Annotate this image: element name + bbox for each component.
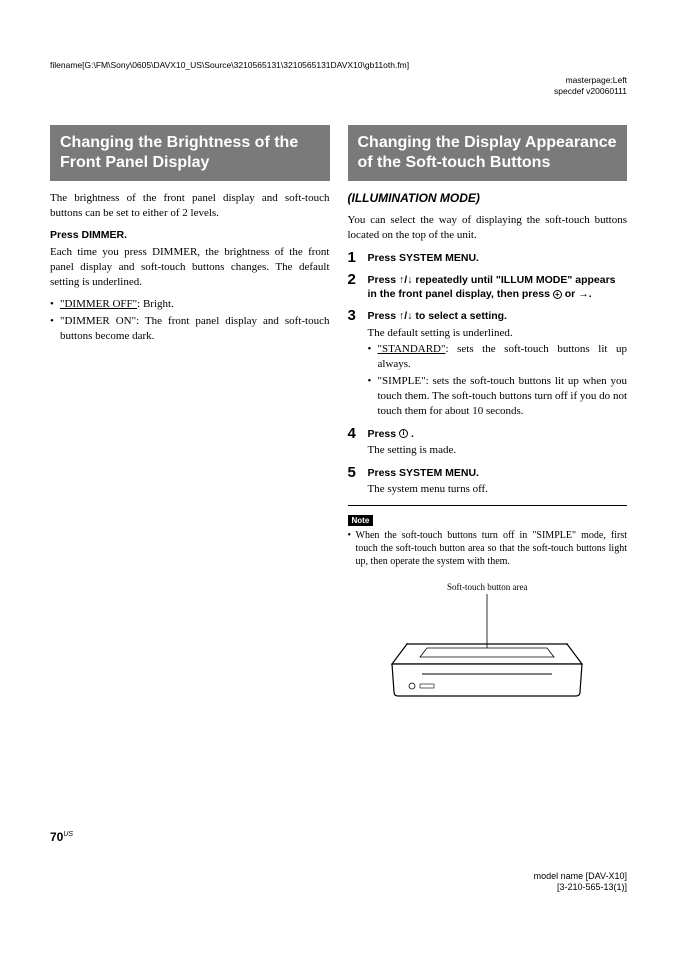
step-num-1: 1 xyxy=(348,249,356,266)
left-intro: The brightness of the front panel displa… xyxy=(50,191,330,221)
header-right: masterpage:Left specdef v20060111 xyxy=(50,75,627,97)
right-title-banner: Changing the Display Appearance of the S… xyxy=(348,125,628,181)
up-down-icon: ↑/↓ xyxy=(399,274,412,286)
step-3-head: Press ↑/↓ to select a setting. xyxy=(368,309,628,323)
file-path: filename[G:\FM\Sony\0605\DAVX10_US\Sourc… xyxy=(50,60,627,71)
dimmer-off-desc: : Bright. xyxy=(137,298,174,310)
manual-page: filename[G:\FM\Sony\0605\DAVX10_US\Sourc… xyxy=(0,0,677,954)
step-4: 4 Press . The setting is made. xyxy=(348,427,628,458)
masterpage: masterpage:Left xyxy=(50,75,627,86)
footer-info: model name [DAV-X10] [3-210-565-13(1)] xyxy=(534,871,627,894)
page-number: 70US xyxy=(50,830,73,844)
note-list: When the soft-touch buttons turn off in … xyxy=(348,529,628,568)
step-5-body: The system menu turns off. xyxy=(368,482,628,497)
step-list: 1 Press SYSTEM MENU. 2 Press ↑/↓ repeate… xyxy=(348,251,628,497)
standard-label: "STANDARD" xyxy=(378,343,446,355)
dimmer-options: "DIMMER OFF": Bright. "DIMMER ON": The f… xyxy=(50,297,330,344)
content-columns: Changing the Brightness of the Front Pan… xyxy=(50,125,627,708)
step-5-head: Press SYSTEM MENU. xyxy=(368,466,628,480)
device-illustration xyxy=(382,594,592,704)
step-2-head: Press ↑/↓ repeatedly until "ILLUM MODE" … xyxy=(368,273,628,301)
illustration-caption: Soft-touch button area xyxy=(348,582,628,592)
note-label: Note xyxy=(348,515,374,526)
part-number: [3-210-565-13(1)] xyxy=(534,882,627,894)
left-column: Changing the Brightness of the Front Pan… xyxy=(50,125,330,708)
step-num-5: 5 xyxy=(348,464,356,481)
step-num-4: 4 xyxy=(348,425,356,442)
step-2: 2 Press ↑/↓ repeatedly until "ILLUM MODE… xyxy=(348,273,628,301)
specdef: specdef v20060111 xyxy=(50,86,627,97)
dimmer-off-label: "DIMMER OFF" xyxy=(60,298,137,310)
model-name: model name [DAV-X10] xyxy=(534,871,627,883)
step-1-head: Press SYSTEM MENU. xyxy=(368,251,628,265)
step-3-body: The default setting is underlined. xyxy=(368,326,628,341)
info-icon xyxy=(399,429,408,438)
note-item: When the soft-touch buttons turn off in … xyxy=(348,529,628,568)
step-num-3: 3 xyxy=(348,307,356,324)
simple-option: "SIMPLE": sets the soft-touch buttons li… xyxy=(368,374,628,419)
dimmer-off-item: "DIMMER OFF": Bright. xyxy=(50,297,330,312)
press-dimmer-body: Each time you press DIMMER, the brightne… xyxy=(50,245,330,290)
step-1: 1 Press SYSTEM MENU. xyxy=(348,251,628,265)
dimmer-on-item: "DIMMER ON": The front panel display and… xyxy=(50,314,330,344)
note-box: Note When the soft-touch buttons turn of… xyxy=(348,505,628,568)
illustration-wrap: Soft-touch button area xyxy=(348,582,628,709)
step-3-options: "STANDARD": sets the soft-touch buttons … xyxy=(368,342,628,418)
left-title-banner: Changing the Brightness of the Front Pan… xyxy=(50,125,330,181)
right-arrow-icon: → xyxy=(578,288,589,300)
step-4-body: The setting is made. xyxy=(368,443,628,458)
step-num-2: 2 xyxy=(348,271,356,288)
header-block: filename[G:\FM\Sony\0605\DAVX10_US\Sourc… xyxy=(50,60,627,97)
right-intro: You can select the way of displaying the… xyxy=(348,213,628,243)
right-column: Changing the Display Appearance of the S… xyxy=(348,125,628,708)
press-dimmer-heading: Press DIMMER. xyxy=(50,229,330,241)
up-down-icon-2: ↑/↓ xyxy=(399,310,412,322)
step-5: 5 Press SYSTEM MENU. The system menu tur… xyxy=(348,466,628,497)
step-3: 3 Press ↑/↓ to select a setting. The def… xyxy=(348,309,628,418)
step-4-head: Press . xyxy=(368,427,628,441)
enter-icon xyxy=(553,290,562,299)
illum-mode-subhead: (ILLUMINATION MODE) xyxy=(348,191,628,205)
standard-option: "STANDARD": sets the soft-touch buttons … xyxy=(368,342,628,372)
